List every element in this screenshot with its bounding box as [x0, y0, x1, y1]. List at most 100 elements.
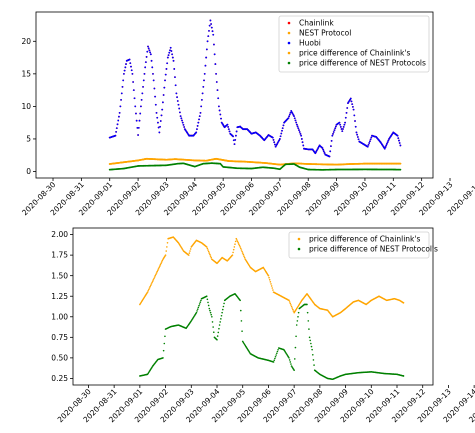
data-point	[131, 72, 134, 75]
data-point	[275, 354, 277, 356]
data-point	[354, 120, 356, 122]
data-point	[243, 256, 246, 259]
data-point	[271, 136, 274, 139]
data-point	[154, 95, 157, 98]
data-point	[140, 98, 143, 101]
legend-marker	[287, 21, 291, 25]
data-point	[151, 281, 153, 284]
data-point	[207, 304, 210, 307]
data-point	[211, 321, 214, 323]
data-point	[231, 254, 234, 256]
data-point	[161, 259, 164, 262]
data-point	[159, 263, 162, 266]
data-point	[181, 121, 184, 124]
y-tick-label: 1.00	[51, 312, 68, 321]
data-point	[162, 357, 164, 359]
data-point	[172, 59, 175, 62]
bottom-chart-panel: 0.250.500.751.001.251.501.752.002020-08-…	[51, 227, 475, 424]
data-point	[149, 53, 152, 56]
data-point	[399, 168, 402, 171]
data-point	[267, 274, 270, 277]
data-point	[160, 261, 163, 263]
data-point	[217, 97, 220, 100]
data-point	[187, 254, 190, 256]
data-point	[130, 65, 132, 68]
series-2	[108, 19, 402, 158]
data-point	[212, 331, 215, 333]
data-point	[307, 320, 310, 322]
data-point	[138, 119, 141, 122]
legend-label: Huobi	[299, 39, 321, 48]
data-point	[139, 112, 142, 115]
data-point	[164, 335, 166, 338]
data-point	[383, 147, 386, 150]
data-point	[209, 253, 211, 256]
data-point	[176, 100, 179, 102]
data-point	[306, 311, 309, 314]
data-point	[151, 66, 154, 69]
data-point	[134, 105, 137, 108]
y-tick-label: 1.75	[51, 251, 68, 260]
data-point	[332, 132, 334, 135]
data-point	[333, 129, 336, 132]
data-point	[235, 134, 237, 137]
data-point	[221, 311, 223, 314]
data-point	[177, 103, 180, 106]
data-point	[207, 35, 210, 37]
data-point	[289, 361, 292, 363]
data-point	[210, 23, 213, 25]
data-point	[208, 252, 211, 254]
data-point	[157, 268, 160, 270]
data-point	[146, 50, 149, 53]
data-point	[296, 320, 299, 322]
data-point	[301, 141, 304, 144]
data-point	[234, 243, 236, 245]
data-point	[166, 56, 169, 59]
data-point	[153, 276, 156, 278]
data-point	[398, 142, 401, 144]
data-point	[207, 301, 209, 304]
data-point	[195, 131, 198, 134]
data-point	[164, 73, 167, 76]
data-point	[221, 308, 224, 311]
data-point	[273, 141, 276, 144]
y-tick-label: 15	[21, 69, 31, 78]
data-point	[295, 335, 297, 338]
data-point	[174, 76, 176, 78]
data-point	[295, 324, 298, 326]
data-point	[321, 147, 324, 149]
data-point	[311, 353, 314, 356]
data-point	[350, 100, 353, 103]
data-point	[272, 361, 275, 363]
data-point	[155, 112, 158, 114]
data-point	[166, 242, 169, 244]
data-point	[205, 56, 208, 59]
data-point	[242, 253, 245, 256]
data-point	[342, 128, 344, 130]
data-point	[399, 162, 402, 165]
data-point	[137, 134, 139, 136]
data-point	[243, 255, 245, 257]
data-point	[310, 345, 313, 348]
data-point	[236, 240, 239, 243]
data-point	[282, 124, 285, 127]
data-point	[366, 145, 369, 148]
data-point	[353, 114, 356, 117]
legend-marker	[287, 51, 291, 55]
data-point	[115, 130, 118, 133]
data-point	[289, 302, 292, 305]
data-point	[288, 115, 290, 118]
data-point	[135, 112, 137, 115]
data-point	[343, 123, 346, 126]
data-point	[293, 115, 295, 118]
data-point	[296, 125, 299, 128]
data-point	[288, 359, 291, 361]
y-tick-label: 1.25	[51, 292, 68, 301]
data-point	[150, 283, 153, 285]
data-point	[288, 357, 290, 359]
data-point	[158, 131, 161, 134]
data-point	[189, 248, 192, 250]
data-point	[356, 133, 359, 136]
y-tick-label: 10	[21, 102, 31, 111]
